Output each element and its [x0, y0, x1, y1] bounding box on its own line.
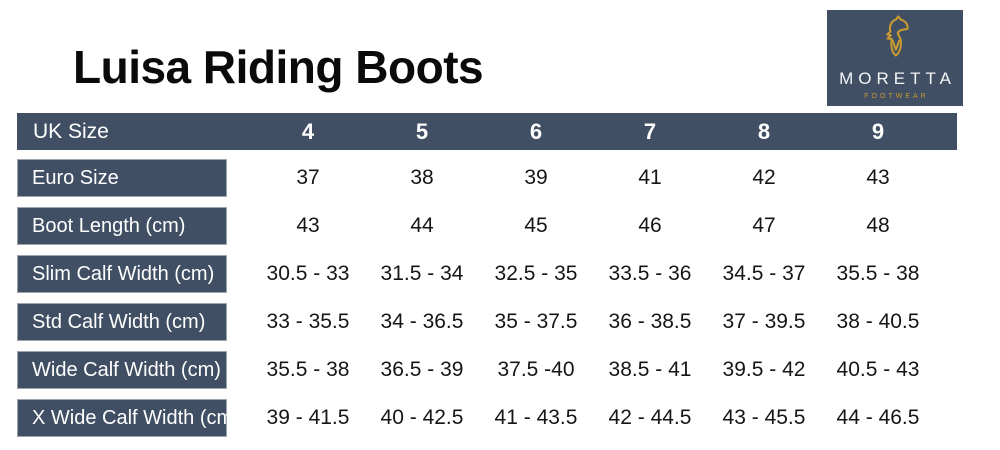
cell: 48 [866, 214, 890, 237]
cell: 37 - 39.5 [722, 310, 806, 333]
header-cell-size-8: 8 [757, 118, 771, 144]
cell: 30.5 - 33 [266, 262, 350, 285]
cell: 43 [296, 214, 320, 237]
header-cell-size-5: 5 [415, 118, 429, 144]
cell: 35 - 37.5 [494, 310, 578, 333]
cell: 43 [866, 166, 890, 189]
cell: 42 - 44.5 [608, 406, 692, 429]
row-label: X Wide Calf Width (cm) [17, 399, 240, 437]
cell: 36 - 38.5 [608, 310, 692, 333]
cell: 46 [638, 214, 662, 237]
cell: 37.5 -40 [497, 358, 575, 381]
cell: 36.5 - 39 [380, 358, 464, 381]
cell: 35.5 - 38 [836, 262, 920, 285]
row-label: Euro Size [17, 159, 227, 197]
row-label: Std Calf Width (cm) [17, 303, 227, 341]
brand-logo: MORETTA FOOTWEAR [827, 10, 963, 106]
cell: 40 - 42.5 [380, 406, 464, 429]
brand-tagline: FOOTWEAR [864, 93, 929, 100]
table-header-row: UK Size 4 5 6 7 8 9 [17, 113, 957, 150]
cell: 40.5 - 43 [836, 358, 920, 381]
row-label: Slim Calf Width (cm) [17, 255, 227, 293]
table-row-euro-size: Euro Size 37 38 39 41 42 43 [17, 159, 957, 197]
page-title: Luisa Riding Boots [73, 41, 484, 93]
size-chart-table: UK Size 4 5 6 7 8 9 Euro Size 37 38 39 4… [17, 113, 957, 437]
header-cell-size-6: 6 [529, 118, 543, 144]
header-cell-size-7: 7 [643, 118, 657, 144]
cell: 31.5 - 34 [380, 262, 464, 285]
cell: 37 [296, 166, 320, 189]
cell: 47 [752, 214, 776, 237]
header-cell-size-9: 9 [871, 118, 885, 144]
row-label: Boot Length (cm) [17, 207, 227, 245]
header-cell-size-4: 4 [301, 118, 315, 144]
cell: 34 - 36.5 [380, 310, 464, 333]
horse-head-icon [872, 15, 918, 68]
cell: 39.5 - 42 [722, 358, 806, 381]
table-row-xwide-calf: X Wide Calf Width (cm) 39 - 41.5 40 - 42… [17, 399, 957, 437]
cell: 44 - 46.5 [836, 406, 920, 429]
cell: 33.5 - 36 [608, 262, 692, 285]
cell: 34.5 - 37 [722, 262, 806, 285]
row-label: Wide Calf Width (cm) [17, 351, 227, 389]
cell: 38 [410, 166, 434, 189]
table-row-slim-calf: Slim Calf Width (cm) 30.5 - 33 31.5 - 34… [17, 255, 957, 293]
cell: 42 [752, 166, 776, 189]
cell: 35.5 - 38 [266, 358, 350, 381]
cell: 45 [524, 214, 548, 237]
table-row-wide-calf: Wide Calf Width (cm) 35.5 - 38 36.5 - 39… [17, 351, 957, 389]
cell: 38 - 40.5 [836, 310, 920, 333]
cell: 39 [524, 166, 548, 189]
cell: 44 [410, 214, 434, 237]
cell: 41 - 43.5 [494, 406, 578, 429]
cell: 43 - 45.5 [722, 406, 806, 429]
brand-name: MORETTA [839, 69, 956, 88]
cell: 32.5 - 35 [494, 262, 578, 285]
cell: 38.5 - 41 [608, 358, 692, 381]
table-row-boot-length: Boot Length (cm) 43 44 45 46 47 48 [17, 207, 957, 245]
table-row-std-calf: Std Calf Width (cm) 33 - 35.5 34 - 36.5 … [17, 303, 957, 341]
cell: 33 - 35.5 [266, 310, 350, 333]
cell: 41 [638, 166, 662, 189]
header-cell-uk-size: UK Size [33, 119, 109, 143]
cell: 39 - 41.5 [266, 406, 350, 429]
